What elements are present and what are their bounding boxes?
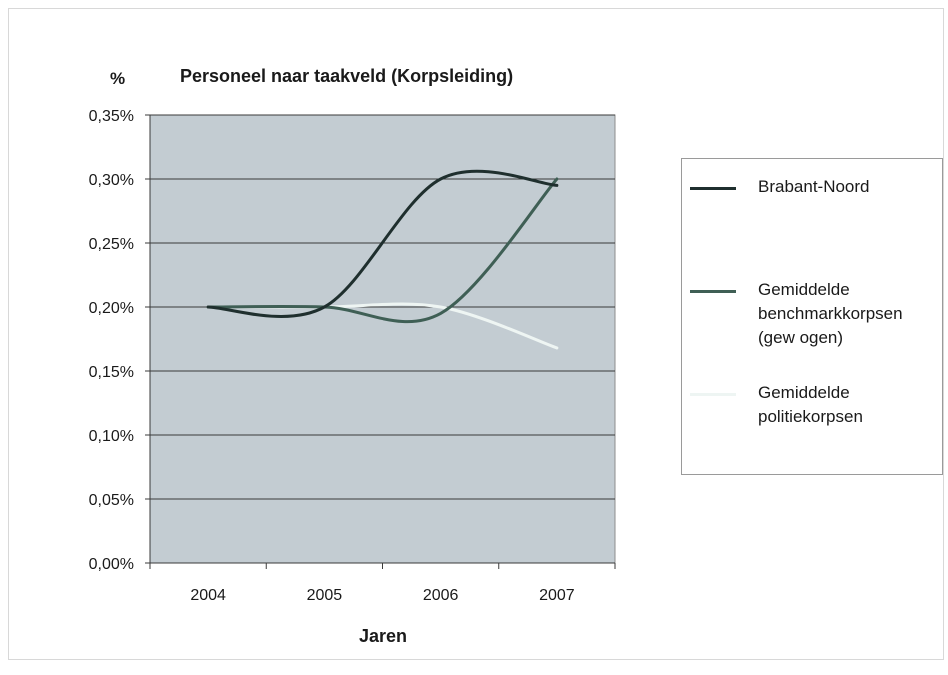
y-tick-label: 0,10% <box>89 428 134 445</box>
y-axis-tick-labels: 0,00% 0,05% 0,10% 0,15% 0,20% 0,25% 0,30% 0,35% <box>89 108 134 573</box>
y-tick-label: 0,20% <box>89 300 134 317</box>
x-tick-label: 2004 <box>190 587 226 604</box>
x-axis-label: Jaren <box>359 626 407 646</box>
legend-label: Gemiddelde benchmarkkorpsen (gew ogen) <box>758 278 940 350</box>
y-unit-label: % <box>110 69 125 88</box>
x-tick-label: 2006 <box>423 587 459 604</box>
legend: Brabant-Noord Gemiddelde benchmarkkorpse… <box>681 158 943 475</box>
legend-swatch <box>690 393 736 396</box>
chart-title: Personeel naar taakveld (Korpsleiding) <box>180 66 513 86</box>
x-tick-label: 2005 <box>307 587 343 604</box>
x-axis-tick-labels: 2004 2005 2006 2007 <box>190 587 574 604</box>
y-tick-label: 0,05% <box>89 492 134 509</box>
y-tick-label: 0,00% <box>89 556 134 573</box>
y-tick-label: 0,35% <box>89 108 134 125</box>
legend-swatch <box>690 187 736 190</box>
y-tick-label: 0,30% <box>89 172 134 189</box>
legend-swatch <box>690 290 736 293</box>
x-tick-label: 2007 <box>539 587 575 604</box>
y-tick-label: 0,15% <box>89 364 134 381</box>
y-tick-label: 0,25% <box>89 236 134 253</box>
legend-label: Gemiddelde politiekorpsen <box>758 381 940 429</box>
legend-label: Brabant-Noord <box>758 175 940 199</box>
